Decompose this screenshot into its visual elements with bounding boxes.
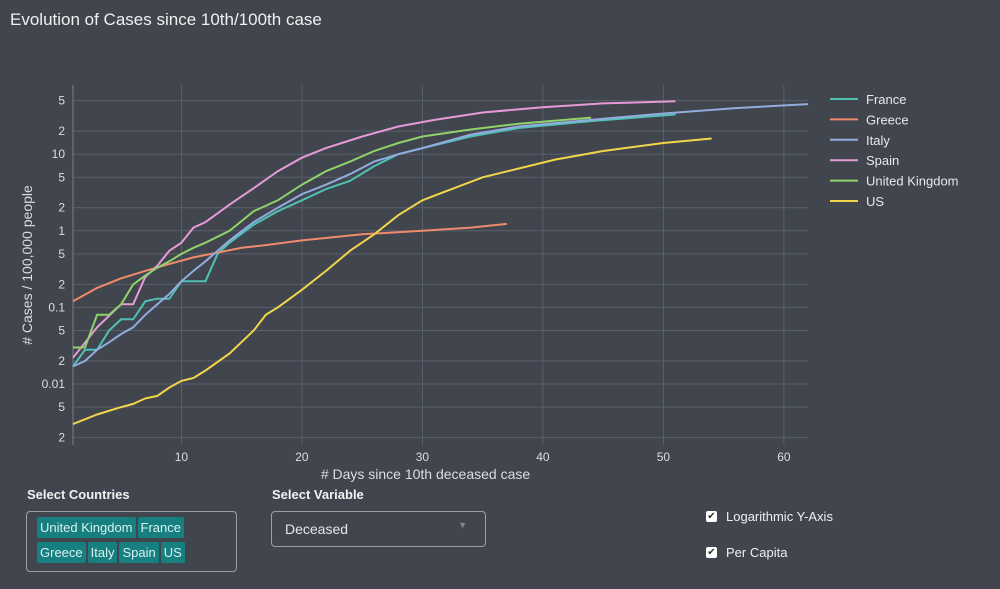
y-tick-label: 2 — [58, 277, 65, 291]
legend-label: Italy — [866, 133, 890, 148]
y-tick-label: 10 — [52, 147, 66, 161]
x-tick-label: 50 — [657, 450, 671, 464]
series-line-us — [72, 137, 712, 426]
series-line-france — [72, 113, 676, 367]
legend-label: Spain — [866, 153, 899, 168]
countries-multiselect[interactable]: United Kingdom France Greece Italy Spain US — [26, 511, 237, 572]
country-tag[interactable]: United Kingdom — [37, 517, 136, 538]
country-tag[interactable]: Italy — [87, 542, 118, 563]
y-tick-label: 5 — [58, 247, 65, 261]
log-axis-checkbox[interactable]: ✔ Logarithmic Y-Axis — [706, 509, 833, 524]
variable-value: Deceased — [285, 521, 349, 537]
y-tick-label: 5 — [58, 323, 65, 337]
series-line-greece — [72, 222, 507, 303]
line-chart: 2 5 0.01 2 5 0.1 2 5 1 2 5 10 2 5 10 20 30 40 50 60 # Days s… — [19, 85, 959, 482]
y-tick-label: 5 — [58, 94, 65, 108]
series-line-spain — [72, 100, 676, 359]
x-tick-label: 20 — [295, 450, 309, 464]
countries-label: Select Countries — [27, 487, 130, 502]
x-tick-label: 60 — [777, 450, 791, 464]
log-axis-label: Logarithmic Y-Axis — [726, 509, 833, 524]
legend-label: United Kingdom — [866, 174, 959, 189]
variable-label: Select Variable — [272, 487, 364, 502]
series-line-italy — [72, 103, 809, 368]
y-tick-label: 2 — [58, 201, 65, 215]
variable-select[interactable]: Deceased ▼ — [271, 511, 486, 547]
legend-label: France — [866, 92, 906, 107]
per-capita-label: Per Capita — [726, 545, 788, 560]
country-tag[interactable]: France — [137, 517, 184, 538]
legend-label: Greece — [866, 112, 909, 127]
x-axis-title: # Days since 10th deceased case — [321, 466, 531, 482]
per-capita-checkbox[interactable]: ✔ Per Capita — [706, 545, 787, 560]
checkbox-checked-icon: ✔ — [706, 547, 717, 558]
country-tag[interactable]: Greece — [37, 542, 86, 563]
page-title: Evolution of Cases since 10th/100th case — [10, 10, 322, 29]
y-tick-label: 0.01 — [42, 377, 66, 391]
y-tick-label: 2 — [58, 354, 65, 368]
y-tick-label: 2 — [58, 124, 65, 138]
y-tick-label: 5 — [58, 400, 65, 414]
chevron-down-icon: ▼ — [458, 520, 467, 530]
y-tick-label: 2 — [58, 431, 65, 445]
y-tick-label: 5 — [58, 170, 65, 184]
checkbox-checked-icon: ✔ — [706, 511, 717, 522]
country-tag[interactable]: US — [160, 542, 185, 563]
country-tag[interactable]: Spain — [119, 542, 159, 563]
x-tick-label: 30 — [416, 450, 430, 464]
series-line-united-kingdom — [73, 116, 592, 349]
y-tick-label: 1 — [58, 224, 65, 238]
x-tick-label: 10 — [175, 450, 189, 464]
y-axis-title: # Cases / 100,000 people — [19, 185, 35, 345]
y-tick-label: 0.1 — [48, 300, 65, 314]
legend-label: US — [866, 194, 884, 209]
x-tick-label: 40 — [536, 450, 550, 464]
